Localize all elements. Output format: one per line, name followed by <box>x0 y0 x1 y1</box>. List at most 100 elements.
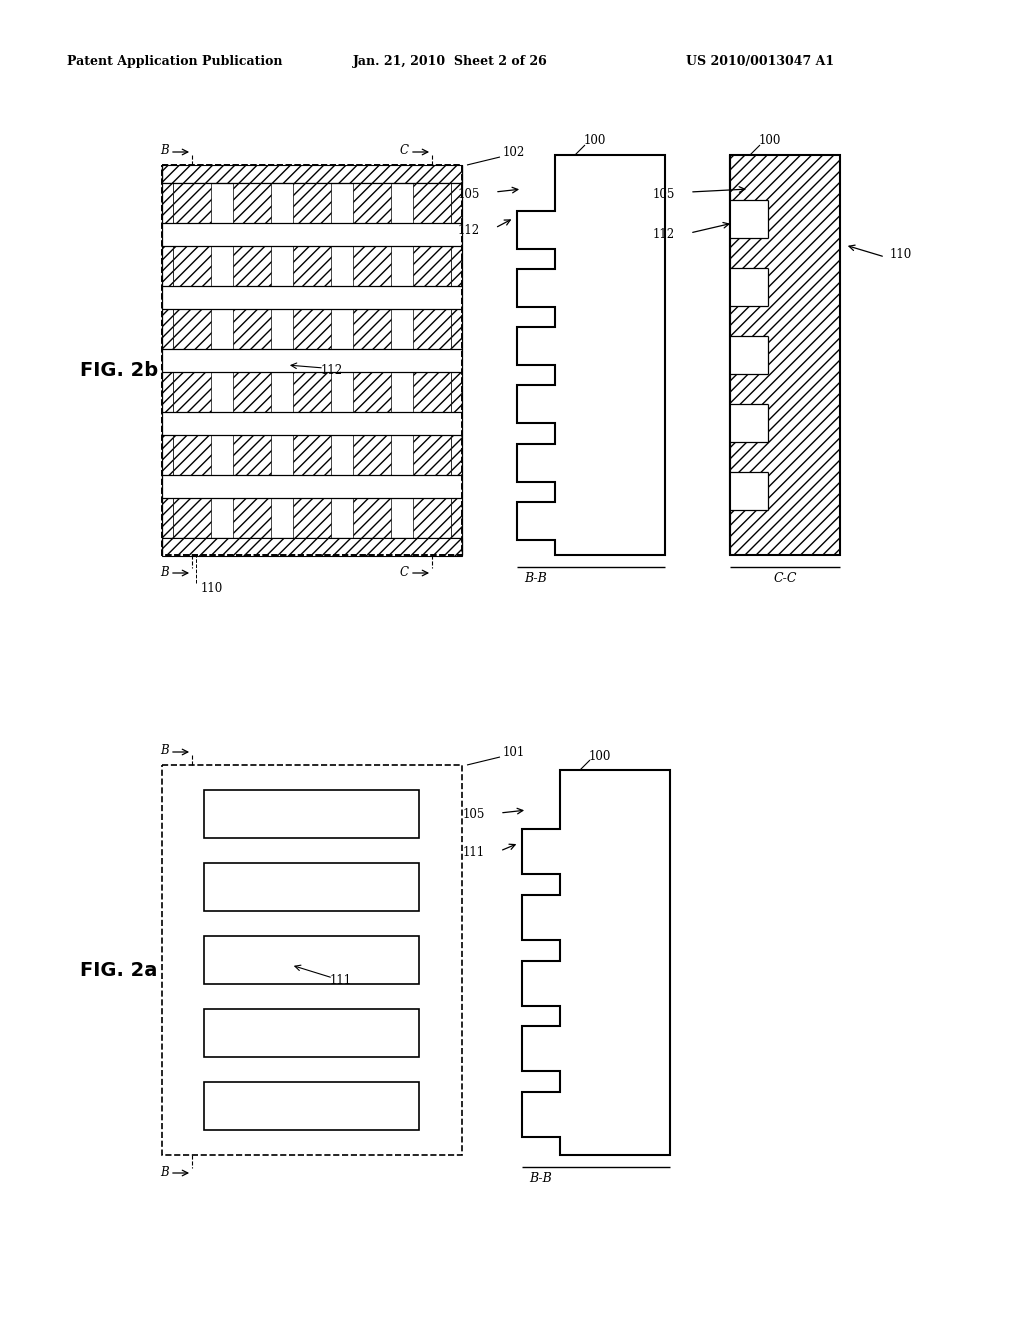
Bar <box>162 475 462 498</box>
Text: 100: 100 <box>589 750 611 763</box>
Text: B: B <box>160 744 168 758</box>
Text: 112: 112 <box>321 363 343 376</box>
Bar <box>173 246 211 286</box>
Text: 101: 101 <box>503 747 525 759</box>
Text: FIG. 2b: FIG. 2b <box>80 360 158 380</box>
Polygon shape <box>522 770 670 1155</box>
Bar <box>353 372 391 412</box>
Bar <box>451 372 462 412</box>
Bar <box>730 201 768 238</box>
Bar <box>413 498 451 539</box>
Bar <box>451 246 462 286</box>
Bar <box>162 372 462 412</box>
Text: 111: 111 <box>330 974 352 986</box>
Bar <box>730 268 768 306</box>
Bar <box>293 436 331 475</box>
Bar <box>173 436 211 475</box>
Bar <box>162 436 462 475</box>
Bar <box>204 789 419 838</box>
Text: 110: 110 <box>890 248 912 261</box>
Bar <box>233 372 271 412</box>
Bar <box>413 372 451 412</box>
Bar <box>730 337 768 374</box>
Bar <box>162 286 462 309</box>
Text: 105: 105 <box>652 187 675 201</box>
Bar <box>162 436 173 475</box>
Text: US 2010/0013047 A1: US 2010/0013047 A1 <box>686 55 835 69</box>
Bar <box>204 863 419 911</box>
Bar <box>162 183 462 223</box>
Text: Jan. 21, 2010  Sheet 2 of 26: Jan. 21, 2010 Sheet 2 of 26 <box>352 55 548 69</box>
Bar <box>353 436 391 475</box>
Bar <box>162 223 462 246</box>
Text: 100: 100 <box>584 135 606 148</box>
Bar <box>204 1008 419 1057</box>
Bar <box>353 309 391 348</box>
Bar <box>162 246 462 286</box>
Bar <box>413 246 451 286</box>
Text: 102: 102 <box>503 147 525 160</box>
Bar <box>173 498 211 539</box>
Bar <box>173 309 211 348</box>
Polygon shape <box>517 154 665 554</box>
Bar <box>451 436 462 475</box>
Bar <box>233 246 271 286</box>
Bar <box>293 246 331 286</box>
Bar <box>451 498 462 539</box>
Bar <box>204 1082 419 1130</box>
Text: 105: 105 <box>458 187 480 201</box>
Bar <box>293 372 331 412</box>
Bar <box>413 436 451 475</box>
Bar <box>353 498 391 539</box>
Bar <box>162 348 462 372</box>
Bar <box>162 766 462 1155</box>
Text: Patent Application Publication: Patent Application Publication <box>68 55 283 69</box>
Text: 105: 105 <box>463 808 485 821</box>
Bar <box>173 372 211 412</box>
Bar <box>162 165 462 554</box>
Bar <box>162 539 462 556</box>
Text: 110: 110 <box>201 582 223 595</box>
Text: C: C <box>399 144 409 157</box>
Bar <box>233 183 271 223</box>
Text: B-B: B-B <box>529 1172 552 1185</box>
Bar <box>162 309 462 348</box>
Text: 111: 111 <box>463 846 485 859</box>
Bar <box>162 165 462 183</box>
Bar <box>162 498 462 539</box>
Bar <box>162 246 173 286</box>
Text: 112: 112 <box>653 228 675 242</box>
Bar <box>293 498 331 539</box>
Bar <box>162 412 462 436</box>
Text: C-C: C-C <box>773 573 797 586</box>
Bar <box>173 183 211 223</box>
Bar <box>451 309 462 348</box>
Bar <box>162 498 173 539</box>
Bar <box>730 473 768 510</box>
Bar <box>293 309 331 348</box>
Text: C: C <box>399 566 409 579</box>
Bar <box>162 165 462 554</box>
Bar <box>413 309 451 348</box>
Bar <box>162 309 173 348</box>
Bar <box>233 498 271 539</box>
Bar <box>233 309 271 348</box>
Bar <box>293 183 331 223</box>
Text: FIG. 2a: FIG. 2a <box>80 961 158 979</box>
Bar <box>204 936 419 983</box>
Text: B: B <box>160 566 168 579</box>
Bar <box>413 183 451 223</box>
Bar <box>730 404 768 442</box>
Text: B: B <box>160 1167 168 1180</box>
Bar <box>162 372 173 412</box>
Bar <box>162 766 462 1155</box>
Bar <box>353 183 391 223</box>
Bar <box>233 436 271 475</box>
Text: 112: 112 <box>458 223 480 236</box>
Text: B-B: B-B <box>524 573 548 586</box>
Bar <box>353 246 391 286</box>
Text: 100: 100 <box>759 135 781 148</box>
Bar <box>730 154 840 554</box>
Bar <box>162 183 173 223</box>
Bar <box>451 183 462 223</box>
